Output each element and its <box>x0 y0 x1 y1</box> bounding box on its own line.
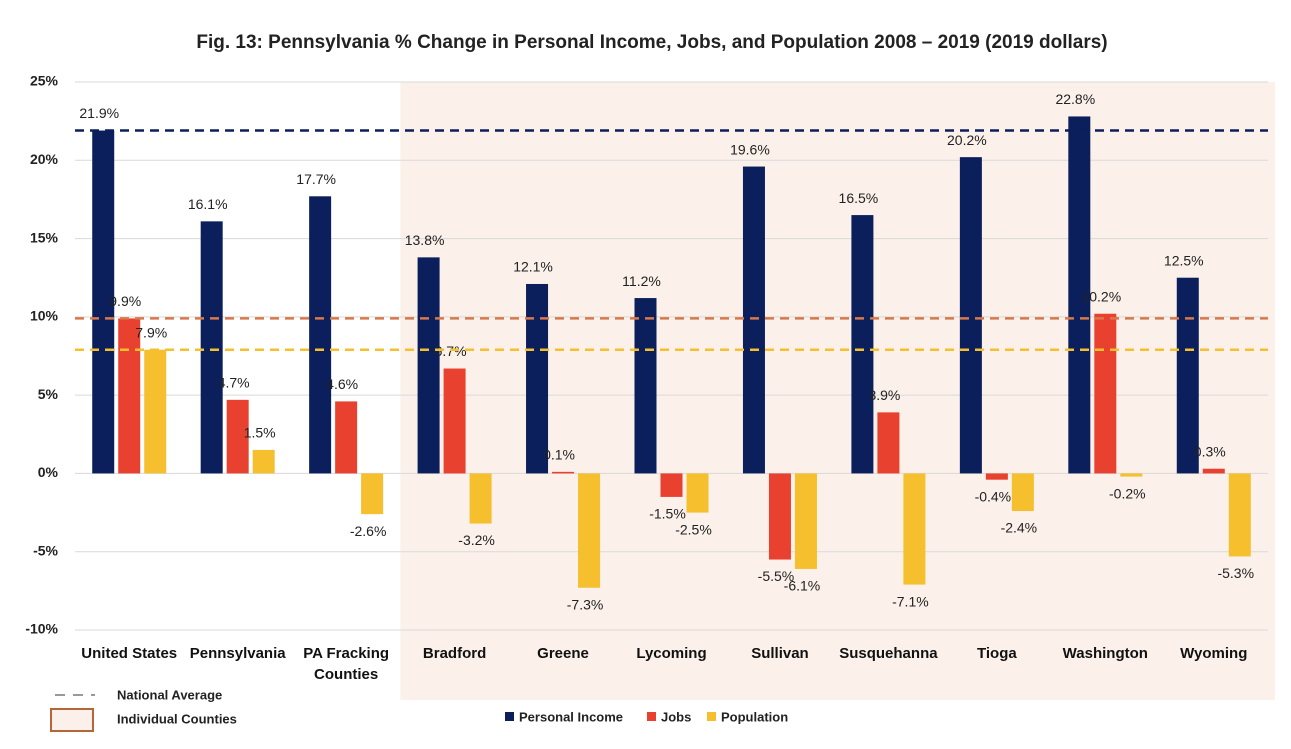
data-label: 3.9% <box>868 387 900 403</box>
bar <box>118 318 141 474</box>
legend-label: Population <box>721 709 788 724</box>
legend-label: Individual Counties <box>117 711 237 726</box>
data-label: 12.5% <box>1164 252 1204 268</box>
y-tick-label: 20% <box>30 151 59 167</box>
data-label: 9.9% <box>109 293 141 309</box>
x-tick-label: Susquehanna <box>839 645 938 662</box>
legend-swatch <box>505 712 514 721</box>
data-label: 17.7% <box>296 171 336 187</box>
bar <box>578 473 601 588</box>
data-label: 7.9% <box>135 324 167 340</box>
data-label: 4.7% <box>218 375 250 391</box>
bar <box>361 473 384 515</box>
bar <box>1011 473 1034 512</box>
data-label: 0.3% <box>1194 443 1226 459</box>
data-label: -1.5% <box>649 506 686 522</box>
x-tick-label: Sullivan <box>751 645 809 662</box>
y-tick-label: -5% <box>33 542 58 558</box>
data-label: -3.2% <box>458 532 495 548</box>
bar <box>794 473 817 569</box>
bar <box>1202 468 1225 474</box>
data-label: 13.8% <box>405 232 445 248</box>
bar <box>742 166 765 474</box>
data-label: 0.1% <box>543 447 575 463</box>
y-tick-label: -10% <box>25 621 58 637</box>
data-label: 20.2% <box>947 132 987 148</box>
data-label: -0.2% <box>1109 485 1146 501</box>
bar <box>309 196 332 474</box>
data-label: 12.1% <box>513 259 553 275</box>
data-label: 4.6% <box>326 376 358 392</box>
bar <box>1094 313 1117 474</box>
bar <box>768 473 791 560</box>
data-label: -2.5% <box>675 521 712 537</box>
bar <box>985 473 1008 480</box>
legend-box <box>50 708 94 732</box>
data-label: -7.3% <box>567 596 604 612</box>
x-tick-label: Bradford <box>422 645 487 662</box>
bar <box>469 473 492 524</box>
data-label: -0.4% <box>975 488 1012 504</box>
data-label: 16.5% <box>839 190 879 206</box>
data-label: -6.1% <box>784 578 821 594</box>
legend-label: National Average <box>117 687 222 702</box>
data-label: -2.4% <box>1001 520 1038 536</box>
data-label: 11.2% <box>622 273 661 289</box>
data-label: 1.5% <box>244 425 276 441</box>
bar <box>252 449 275 474</box>
bar <box>526 283 549 474</box>
x-tick-label: Tioga <box>976 645 1017 662</box>
bar <box>335 401 358 474</box>
data-label: 19.6% <box>730 141 770 157</box>
x-tick-label: Greene <box>537 645 589 662</box>
legend-label: Personal Income <box>519 709 623 724</box>
y-tick-label: 0% <box>38 464 59 480</box>
data-label: -5.3% <box>1217 565 1254 581</box>
bar <box>92 130 115 474</box>
y-tick-label: 25% <box>30 73 59 89</box>
legend-label: Jobs <box>661 709 691 724</box>
legend-swatch <box>647 712 656 721</box>
bar <box>144 349 167 474</box>
x-tick-label: Washington <box>1062 645 1148 662</box>
x-tick-label: United States <box>81 645 178 662</box>
bar <box>634 298 657 474</box>
data-label: 16.1% <box>188 196 228 212</box>
x-tick-label: PA Fracking Counties <box>303 645 390 683</box>
bar <box>1176 277 1199 474</box>
y-tick-label: 5% <box>38 386 59 402</box>
x-tick-label: Lycoming <box>636 645 707 662</box>
data-label: 6.7% <box>435 343 467 359</box>
data-label: 21.9% <box>79 105 119 121</box>
bar <box>1068 116 1091 474</box>
bar <box>200 221 223 474</box>
bar <box>552 471 575 474</box>
bar <box>959 157 982 474</box>
bar <box>1228 473 1251 557</box>
data-label: 22.8% <box>1055 91 1095 107</box>
chart-title: Fig. 13: Pennsylvania % Change in Person… <box>196 32 1107 53</box>
bar <box>443 368 466 474</box>
data-label: -2.6% <box>350 523 387 539</box>
bar <box>660 473 683 497</box>
bar <box>851 215 874 474</box>
y-tick-label: 15% <box>30 229 59 245</box>
data-label: 10.2% <box>1081 288 1121 304</box>
data-label: -5.5% <box>758 568 795 584</box>
bar <box>877 412 900 474</box>
x-tick-label: Pennsylvania <box>189 645 286 662</box>
legend-swatch <box>707 712 716 721</box>
bar <box>417 257 440 474</box>
bar <box>903 473 926 585</box>
data-label: -7.1% <box>892 593 929 609</box>
bar <box>1120 473 1143 477</box>
x-tick-label: Wyoming <box>1180 645 1248 662</box>
bar <box>686 473 709 513</box>
bar <box>226 399 249 474</box>
y-tick-label: 10% <box>30 308 59 324</box>
